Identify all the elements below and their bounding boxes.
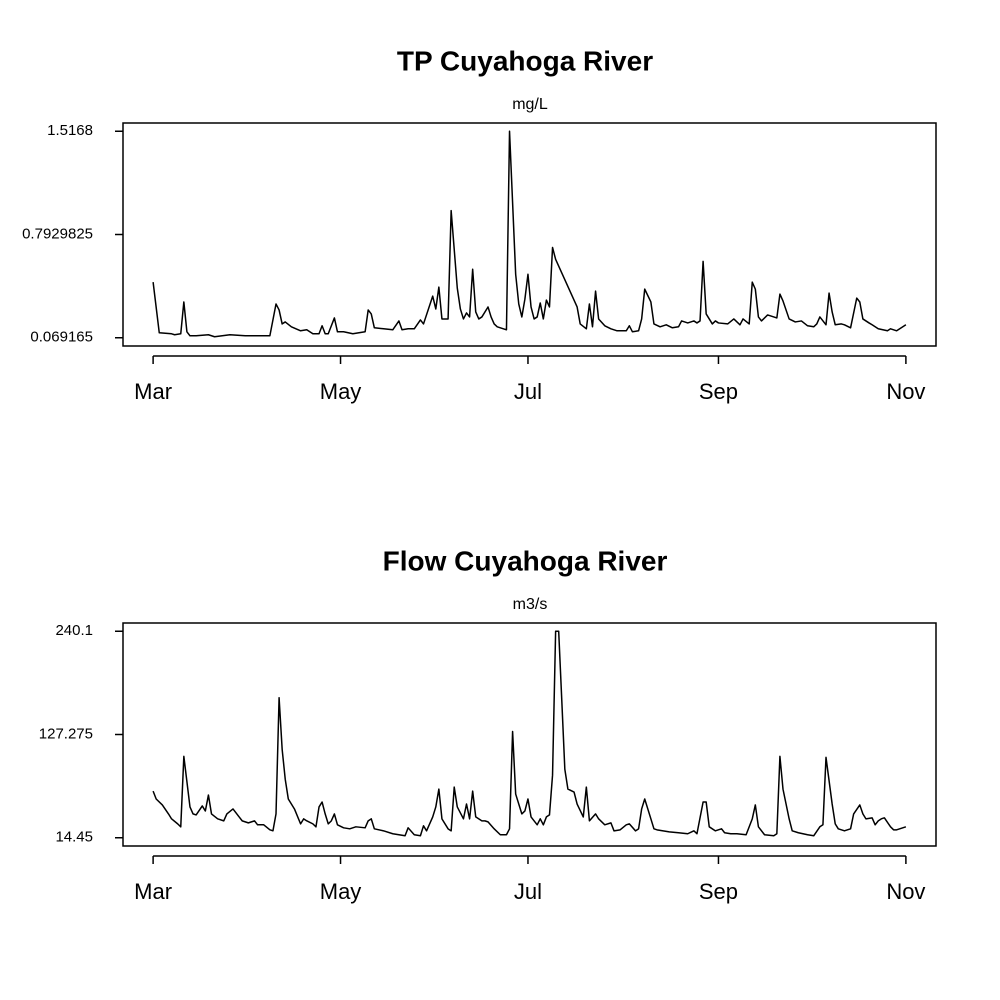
x-tick-label: Sep	[699, 379, 738, 404]
y-tick-label: 0.069165	[30, 329, 93, 346]
y-tick-label: 240.1	[55, 622, 93, 639]
chart-subtitle: m3/s	[513, 596, 548, 613]
chart-title: Flow Cuyahoga River	[383, 545, 668, 576]
y-tick-label: 127.275	[39, 725, 93, 742]
plot-frame	[122, 122, 937, 347]
chart-subtitle: mg/L	[512, 96, 548, 113]
chart-title: TP Cuyahoga River	[397, 45, 653, 76]
plot-frame	[122, 622, 937, 847]
x-tick-label: Sep	[699, 879, 738, 904]
data-line	[152, 630, 907, 837]
data-line	[152, 130, 907, 338]
x-tick-label: Nov	[886, 379, 925, 404]
y-tick-label: 14.45	[55, 829, 93, 846]
x-tick-label: Mar	[134, 379, 172, 404]
y-tick-label: 0.7929825	[22, 225, 93, 242]
y-tick-label: 1.5168	[47, 122, 93, 139]
x-tick-label: May	[320, 379, 362, 404]
x-tick-label: Nov	[886, 879, 925, 904]
x-tick-label: Mar	[134, 879, 172, 904]
x-tick-label: Jul	[514, 879, 542, 904]
x-tick-label: May	[320, 879, 362, 904]
x-tick-label: Jul	[514, 379, 542, 404]
